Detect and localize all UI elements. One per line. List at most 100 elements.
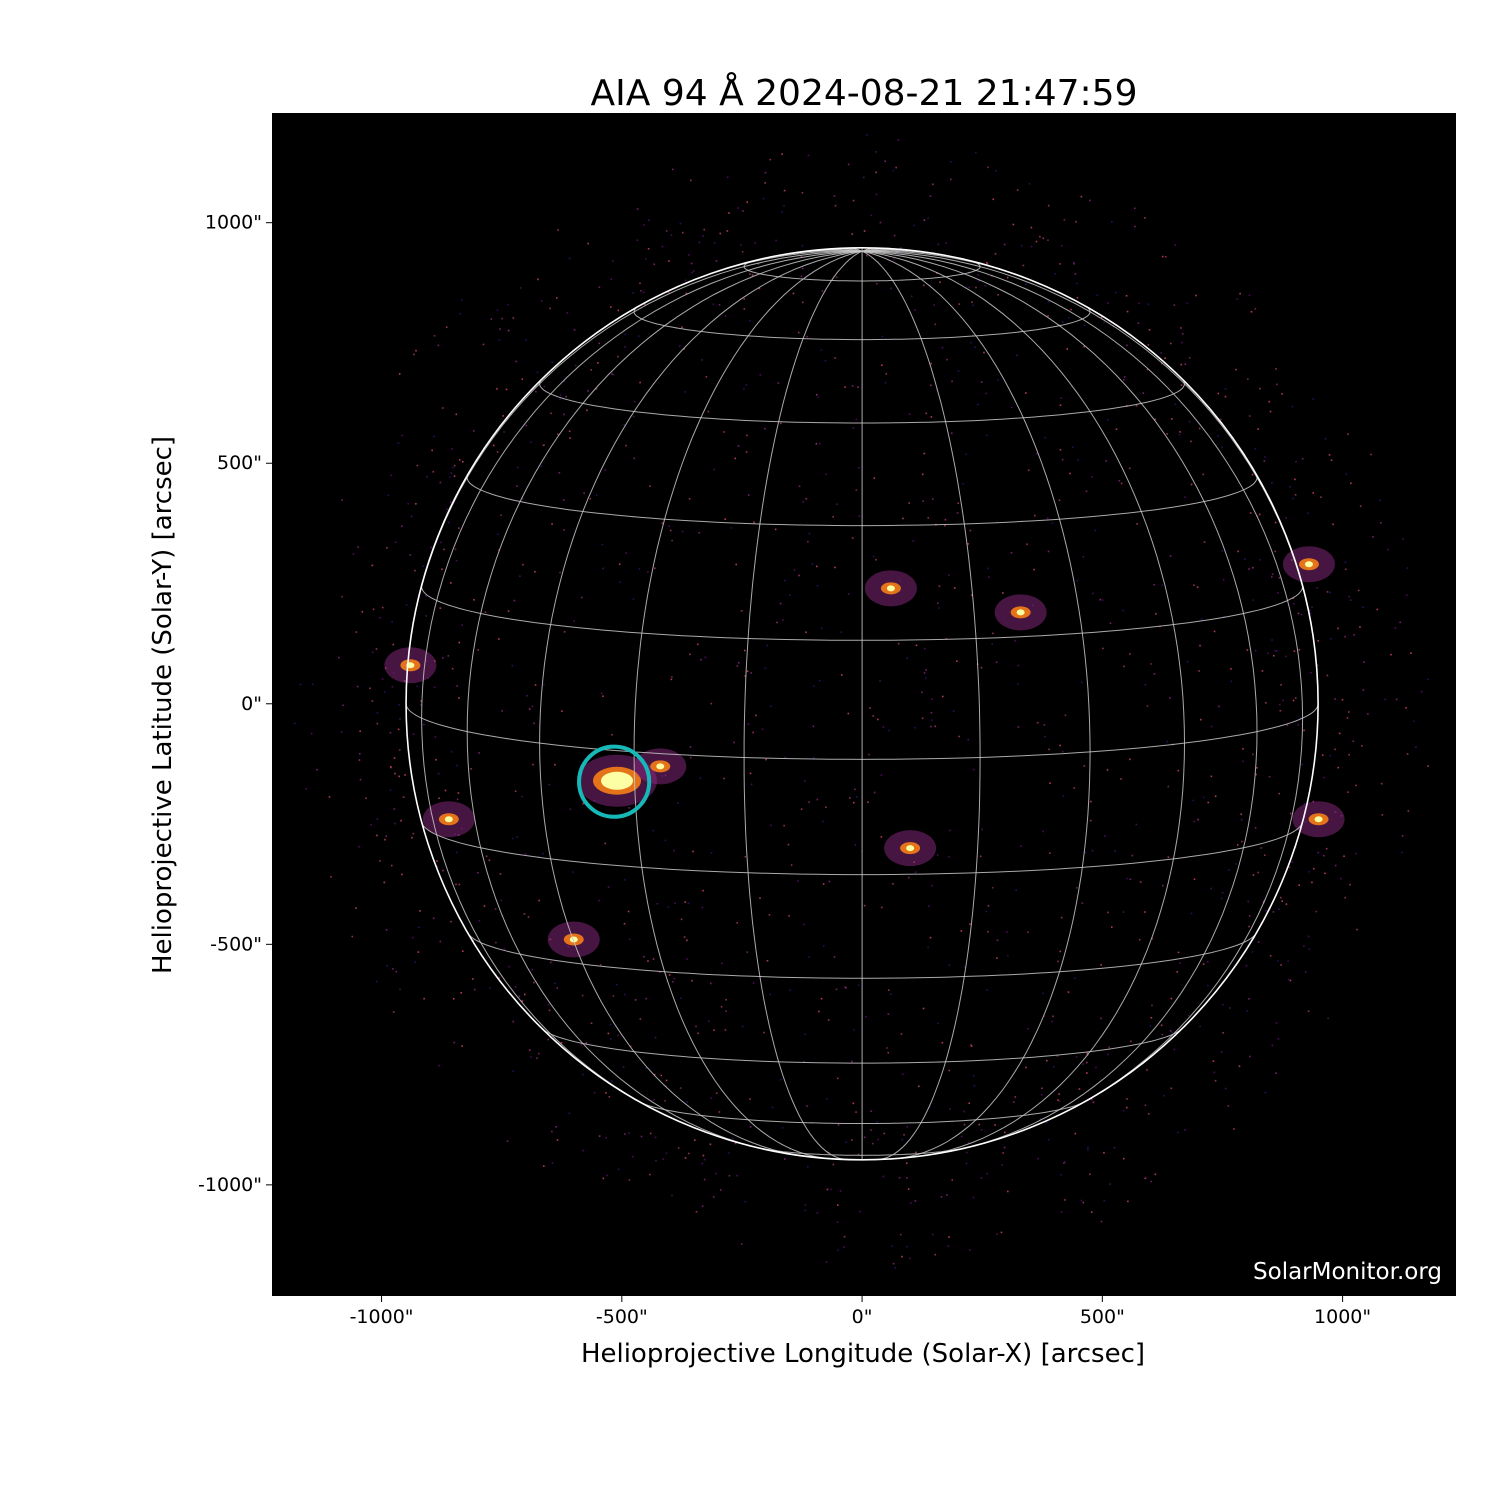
emission-speckle: [1243, 558, 1246, 560]
emission-speckle: [617, 309, 620, 312]
emission-speckle: [398, 749, 401, 751]
emission-speckle: [712, 303, 715, 306]
emission-speckle: [1320, 496, 1322, 498]
emission-speckle: [497, 549, 500, 551]
emission-speckle: [868, 753, 870, 756]
emission-speckle: [873, 477, 876, 479]
emission-speckle: [501, 710, 503, 712]
emission-speckle: [379, 860, 381, 862]
emission-speckle: [430, 546, 432, 549]
emission-speckle: [892, 169, 895, 172]
emission-speckle: [1263, 854, 1266, 857]
emission-speckle: [542, 1165, 545, 1167]
emission-speckle: [857, 1153, 860, 1156]
emission-speckle: [726, 230, 729, 232]
emission-speckle: [1406, 753, 1409, 755]
emission-speckle: [1114, 850, 1116, 853]
emission-speckle: [1344, 635, 1346, 638]
emission-speckle: [394, 772, 396, 775]
emission-speckle: [436, 860, 438, 862]
emission-speckle: [1363, 661, 1365, 663]
emission-speckle: [581, 994, 584, 997]
emission-speckle: [551, 523, 553, 525]
emission-speckle: [1337, 766, 1340, 769]
emission-speckle: [880, 774, 883, 776]
emission-speckle: [1207, 801, 1210, 804]
emission-speckle: [433, 335, 436, 337]
emission-speckle: [670, 678, 673, 681]
emission-speckle: [1217, 392, 1220, 395]
emission-speckle: [444, 789, 447, 792]
emission-speckle: [341, 595, 343, 598]
emission-speckle: [746, 201, 748, 203]
emission-speckle: [761, 728, 764, 731]
emission-speckle: [1316, 664, 1319, 667]
emission-speckle: [1044, 436, 1047, 439]
emission-speckle: [800, 275, 803, 278]
emission-speckle: [754, 242, 756, 244]
emission-speckle: [1138, 938, 1141, 941]
emission-speckle: [707, 410, 710, 413]
emission-speckle: [1325, 847, 1328, 850]
emission-speckle: [704, 656, 707, 659]
emission-speckle: [1144, 1104, 1147, 1107]
emission-speckle: [881, 335, 884, 338]
emission-speckle: [1277, 1038, 1280, 1040]
emission-speckle: [1324, 872, 1326, 875]
emission-speckle: [1281, 393, 1283, 395]
emission-speckle: [1257, 941, 1260, 943]
emission-speckle: [1091, 849, 1094, 852]
emission-speckle: [495, 941, 497, 944]
emission-speckle: [1071, 446, 1074, 448]
emission-speckle: [1058, 1093, 1060, 1095]
emission-speckle: [857, 386, 859, 388]
emission-speckle: [623, 993, 626, 996]
emission-speckle: [1207, 984, 1209, 987]
emission-speckle: [548, 783, 551, 786]
emission-speckle: [602, 1177, 605, 1180]
emission-speckle: [1252, 566, 1254, 569]
emission-speckle: [1126, 1098, 1128, 1100]
emission-speckle: [405, 604, 408, 606]
y-axis-label: Helioprojective Latitude (Solar-Y) [arcs…: [148, 436, 178, 974]
emission-speckle: [834, 357, 836, 359]
emission-speckle: [908, 413, 911, 415]
emission-speckle: [1102, 647, 1104, 650]
emission-speckle: [537, 855, 540, 858]
emission-speckle: [1042, 830, 1045, 833]
emission-speckle: [792, 292, 795, 295]
emission-speckle: [590, 369, 593, 371]
emission-speckle: [1100, 1017, 1102, 1020]
emission-speckle: [645, 1067, 648, 1069]
emission-speckle: [636, 239, 639, 242]
emission-speckle: [1015, 889, 1017, 891]
emission-speckle: [922, 284, 925, 287]
emission-speckle: [478, 920, 481, 922]
emission-speckle: [736, 665, 739, 667]
emission-speckle: [1282, 699, 1284, 702]
emission-speckle: [948, 1236, 950, 1238]
emission-speckle: [723, 431, 725, 433]
emission-speckle: [1334, 698, 1336, 700]
emission-speckle: [1400, 851, 1403, 854]
emission-speckle: [925, 668, 928, 671]
emission-speckle: [1174, 403, 1176, 406]
emission-speckle: [894, 1267, 896, 1269]
emission-speckle: [516, 836, 519, 839]
emission-speckle: [1047, 239, 1049, 242]
emission-speckle: [542, 852, 544, 855]
emission-speckle: [442, 869, 444, 872]
emission-speckle: [910, 1201, 912, 1204]
emission-speckle: [1262, 900, 1265, 903]
emission-speckle: [386, 965, 389, 967]
emission-speckle: [1059, 448, 1062, 451]
emission-speckle: [906, 1177, 908, 1179]
emission-speckle: [449, 501, 452, 503]
emission-speckle: [685, 292, 688, 295]
emission-speckle: [494, 908, 497, 910]
emission-speckle: [686, 939, 688, 942]
emission-speckle: [734, 457, 736, 460]
emission-speckle: [880, 836, 883, 838]
emission-speckle: [1223, 615, 1225, 618]
emission-speckle: [460, 991, 463, 994]
